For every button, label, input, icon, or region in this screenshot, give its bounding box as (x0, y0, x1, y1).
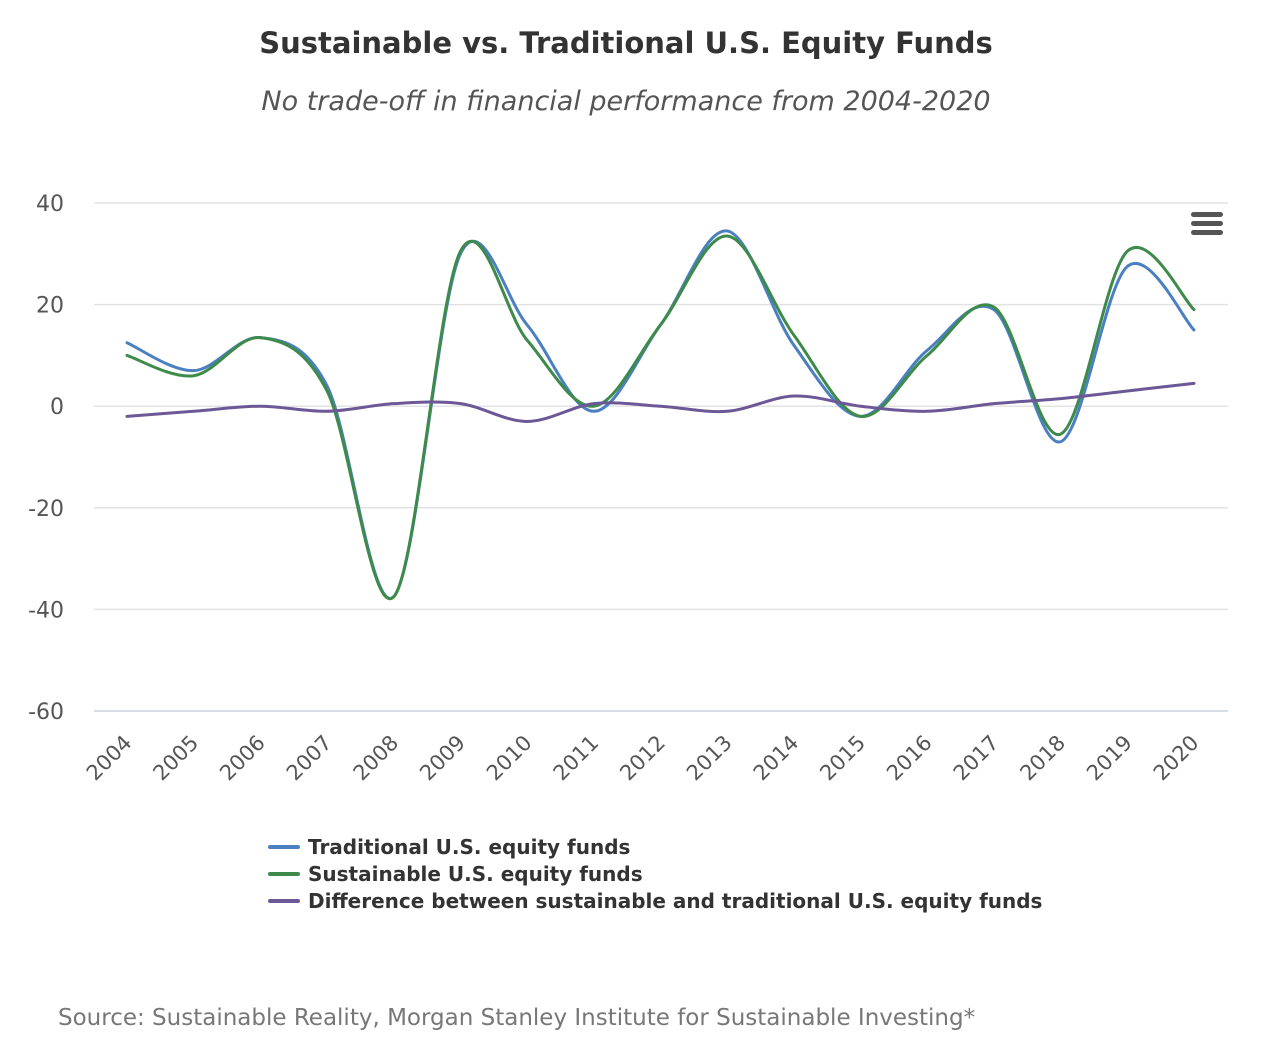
x-tick-label: 2010 (482, 731, 537, 786)
x-tick-label: 2009 (415, 731, 470, 786)
hamburger-menu-icon[interactable] (1186, 208, 1228, 242)
menu-bar (1191, 230, 1223, 235)
series-lines (125, 229, 1196, 601)
x-tick-label: 2015 (815, 731, 870, 786)
x-tick-label: 2007 (282, 731, 337, 786)
legend: Traditional U.S. equity funds Sustainabl… (268, 833, 1042, 914)
legend-item-difference[interactable]: Difference between sustainable and tradi… (268, 887, 1042, 914)
x-axis-tick-labels: 2004 2005 2006 2007 2008 2009 2010 2011 2012 2013… (82, 731, 1204, 786)
legend-swatch-traditional (268, 844, 300, 849)
y-tick-label: -20 (28, 497, 64, 522)
legend-label-sustainable: Sustainable U.S. equity funds (308, 861, 643, 886)
x-tick-label: 2008 (349, 731, 404, 786)
legend-item-sustainable[interactable]: Sustainable U.S. equity funds (268, 860, 1042, 887)
x-tick-label: 2004 (82, 731, 137, 786)
x-tick-label: 2019 (1082, 731, 1137, 786)
x-tick-label: 2020 (1149, 731, 1204, 786)
x-tick-label: 2014 (749, 731, 804, 786)
x-tick-label: 2006 (215, 731, 270, 786)
y-tick-label: 0 (50, 395, 64, 420)
y-tick-label: 20 (36, 294, 64, 319)
x-tick-label: 2011 (549, 731, 604, 786)
x-tick-label: 2016 (882, 731, 937, 786)
grid-lines (94, 202, 1228, 712)
x-tick-label: 2018 (1015, 731, 1070, 786)
legend-swatch-sustainable (268, 871, 300, 876)
y-tick-label: 40 (36, 192, 64, 217)
legend-swatch-difference (268, 898, 300, 903)
source-note: Source: Sustainable Reality, Morgan Stan… (58, 1005, 976, 1031)
series-line-traditional[interactable] (125, 229, 1196, 600)
x-tick-label: 2005 (148, 731, 203, 786)
legend-label-traditional: Traditional U.S. equity funds (308, 834, 631, 859)
y-tick-label: -40 (28, 598, 64, 623)
x-tick-label: 2013 (682, 731, 737, 786)
menu-bar (1191, 212, 1223, 217)
series-line-difference[interactable] (125, 381, 1196, 423)
y-tick-label: -60 (28, 700, 64, 725)
chart-title: Sustainable vs. Traditional U.S. Equity … (259, 26, 993, 60)
y-axis-tick-labels: 40 20 0 -20 -40 -60 (28, 192, 64, 725)
series-line-sustainable[interactable] (125, 234, 1196, 601)
x-tick-label: 2012 (615, 731, 670, 786)
x-tick-label: 2017 (949, 731, 1004, 786)
menu-bar (1191, 221, 1223, 226)
chart-subtitle: No trade-off in financial performance fr… (261, 86, 991, 117)
legend-item-traditional[interactable]: Traditional U.S. equity funds (268, 833, 1042, 860)
legend-label-difference: Difference between sustainable and tradi… (308, 888, 1043, 913)
